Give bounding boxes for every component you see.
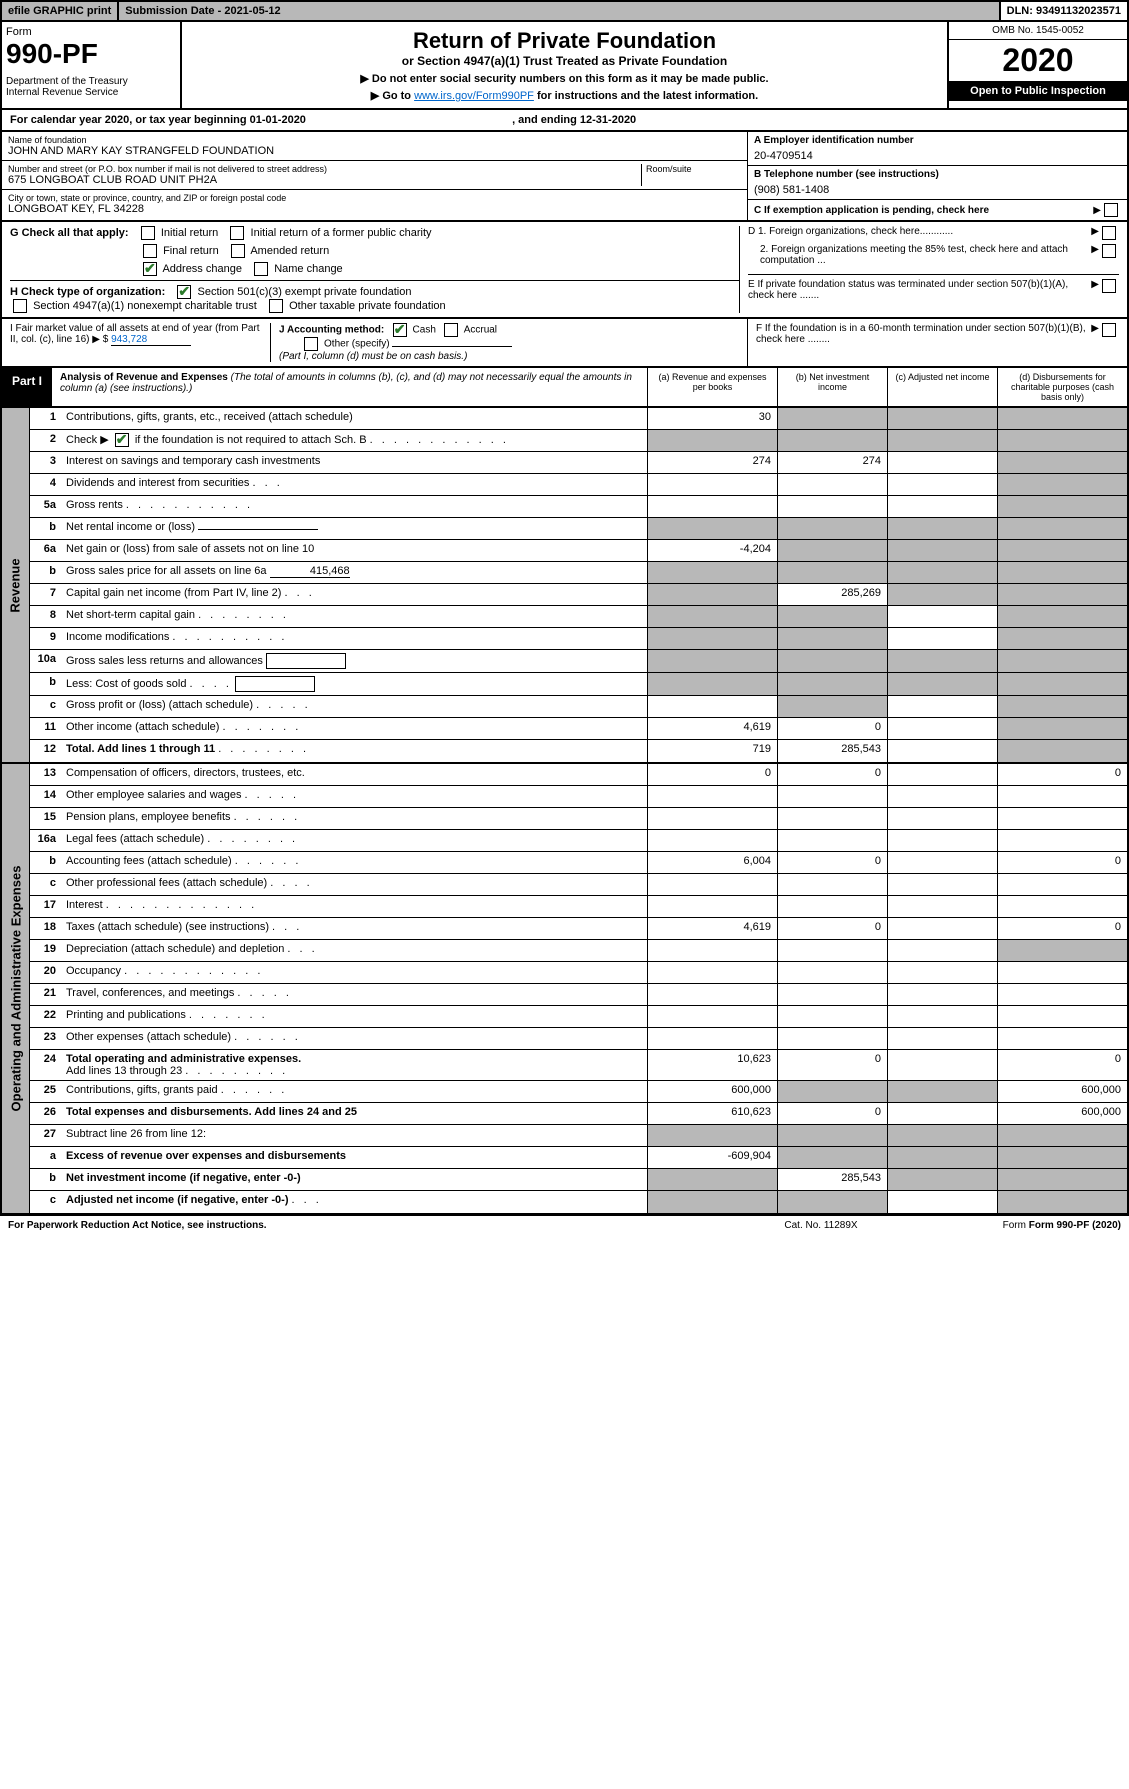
city-label: City or town, state or province, country… — [8, 193, 741, 203]
cb-name-change[interactable] — [254, 262, 268, 276]
tax-year: 2020 — [949, 40, 1127, 81]
cb-4947a1[interactable] — [13, 299, 27, 313]
cb-initial-return-former[interactable] — [230, 226, 244, 240]
cb-sch-b[interactable] — [115, 433, 129, 447]
form-ref: Form Form 990-PF (2020) — [921, 1220, 1121, 1231]
page-footer: For Paperwork Reduction Act Notice, see … — [0, 1215, 1129, 1235]
check-i-j-f: I Fair market value of all assets at end… — [0, 319, 1129, 368]
form-name: 990-PF — [6, 38, 176, 70]
check-g-h: G Check all that apply: Initial return I… — [0, 222, 1129, 319]
cb-f[interactable] — [1102, 323, 1116, 337]
dln: DLN: 93491132023571 — [1001, 2, 1127, 20]
d2-label: 2. Foreign organizations meeting the 85%… — [748, 244, 1091, 266]
cb-other-taxable[interactable] — [269, 299, 283, 313]
f-label: F If the foundation is in a 60-month ter… — [756, 323, 1091, 362]
telephone: (908) 581-1408 — [754, 180, 1121, 196]
part1-header: Part I Analysis of Revenue and Expenses … — [0, 368, 1129, 408]
g-label: G Check all that apply: — [10, 227, 129, 239]
cb-amended-return[interactable] — [231, 244, 245, 258]
cb-final-return[interactable] — [143, 244, 157, 258]
cb-accrual[interactable] — [444, 323, 458, 337]
d1-label: D 1. Foreign organizations, check here..… — [748, 226, 1091, 240]
exempt-checkbox[interactable] — [1104, 203, 1118, 217]
cb-501c3[interactable] — [177, 285, 191, 299]
cb-address-change[interactable] — [143, 262, 157, 276]
part1-tab: Part I — [2, 368, 52, 406]
h-label: H Check type of organization: — [10, 286, 165, 298]
foundation-name: JOHN AND MARY KAY STRANGFELD FOUNDATION — [8, 145, 741, 157]
open-inspection: Open to Public Inspection — [949, 81, 1127, 101]
room-label: Room/suite — [646, 164, 741, 174]
form-subtitle: or Section 4947(a)(1) Trust Treated as P… — [188, 54, 941, 68]
ein: 20-4709514 — [754, 146, 1121, 162]
irs-link[interactable]: www.irs.gov/Form990PF — [414, 90, 534, 102]
side-revenue: Revenue — [8, 558, 23, 612]
i-value: 943,728 — [111, 334, 191, 346]
cb-cash[interactable] — [393, 323, 407, 337]
e-label: E If private foundation status was termi… — [748, 279, 1091, 301]
exempt-label: C If exemption application is pending, c… — [754, 205, 1093, 216]
form-note-1: ▶ Do not enter social security numbers o… — [188, 72, 941, 85]
col-d-header: (d) Disbursements for charitable purpose… — [997, 368, 1127, 406]
info-section: Name of foundation JOHN AND MARY KAY STR… — [0, 132, 1129, 222]
efile-label: efile GRAPHIC print — [2, 2, 119, 20]
j-label: J Accounting method: — [279, 325, 384, 336]
top-bar: efile GRAPHIC print Submission Date - 20… — [0, 0, 1129, 22]
col-c-header: (c) Adjusted net income — [887, 368, 997, 406]
cat-number: Cat. No. 11289X — [721, 1220, 921, 1231]
revenue-table: Revenue 1Contributions, gifts, grants, e… — [0, 408, 1129, 764]
cb-d1[interactable] — [1102, 226, 1116, 240]
cb-e[interactable] — [1102, 279, 1116, 293]
form-label: Form — [6, 26, 176, 38]
tel-label: B Telephone number (see instructions) — [754, 169, 1121, 180]
form-title: Return of Private Foundation — [188, 28, 941, 54]
cb-initial-return[interactable] — [141, 226, 155, 240]
addr-label: Number and street (or P.O. box number if… — [8, 164, 641, 174]
col-b-header: (b) Net investment income — [777, 368, 887, 406]
cb-other-method[interactable] — [304, 337, 318, 351]
form-note-2: ▶ Go to www.irs.gov/Form990PF for instru… — [188, 89, 941, 102]
col-a-header: (a) Revenue and expenses per books — [647, 368, 777, 406]
calendar-year: For calendar year 2020, or tax year begi… — [0, 110, 1129, 132]
side-expenses: Operating and Administrative Expenses — [8, 866, 23, 1112]
expenses-table: Operating and Administrative Expenses 13… — [0, 764, 1129, 1215]
form-header: Form 990-PF Department of the TreasuryIn… — [0, 22, 1129, 110]
address: 675 LONGBOAT CLUB ROAD UNIT PH2A — [8, 174, 641, 186]
dept: Department of the TreasuryInternal Reven… — [6, 76, 176, 98]
name-label: Name of foundation — [8, 135, 741, 145]
j-note: (Part I, column (d) must be on cash basi… — [279, 351, 467, 362]
omb-number: OMB No. 1545-0052 — [949, 22, 1127, 40]
cb-d2[interactable] — [1102, 244, 1116, 258]
pra-notice: For Paperwork Reduction Act Notice, see … — [8, 1220, 721, 1231]
city: LONGBOAT KEY, FL 34228 — [8, 203, 741, 215]
ein-label: A Employer identification number — [754, 135, 1121, 146]
submission-date: Submission Date - 2021-05-12 — [119, 2, 1000, 20]
